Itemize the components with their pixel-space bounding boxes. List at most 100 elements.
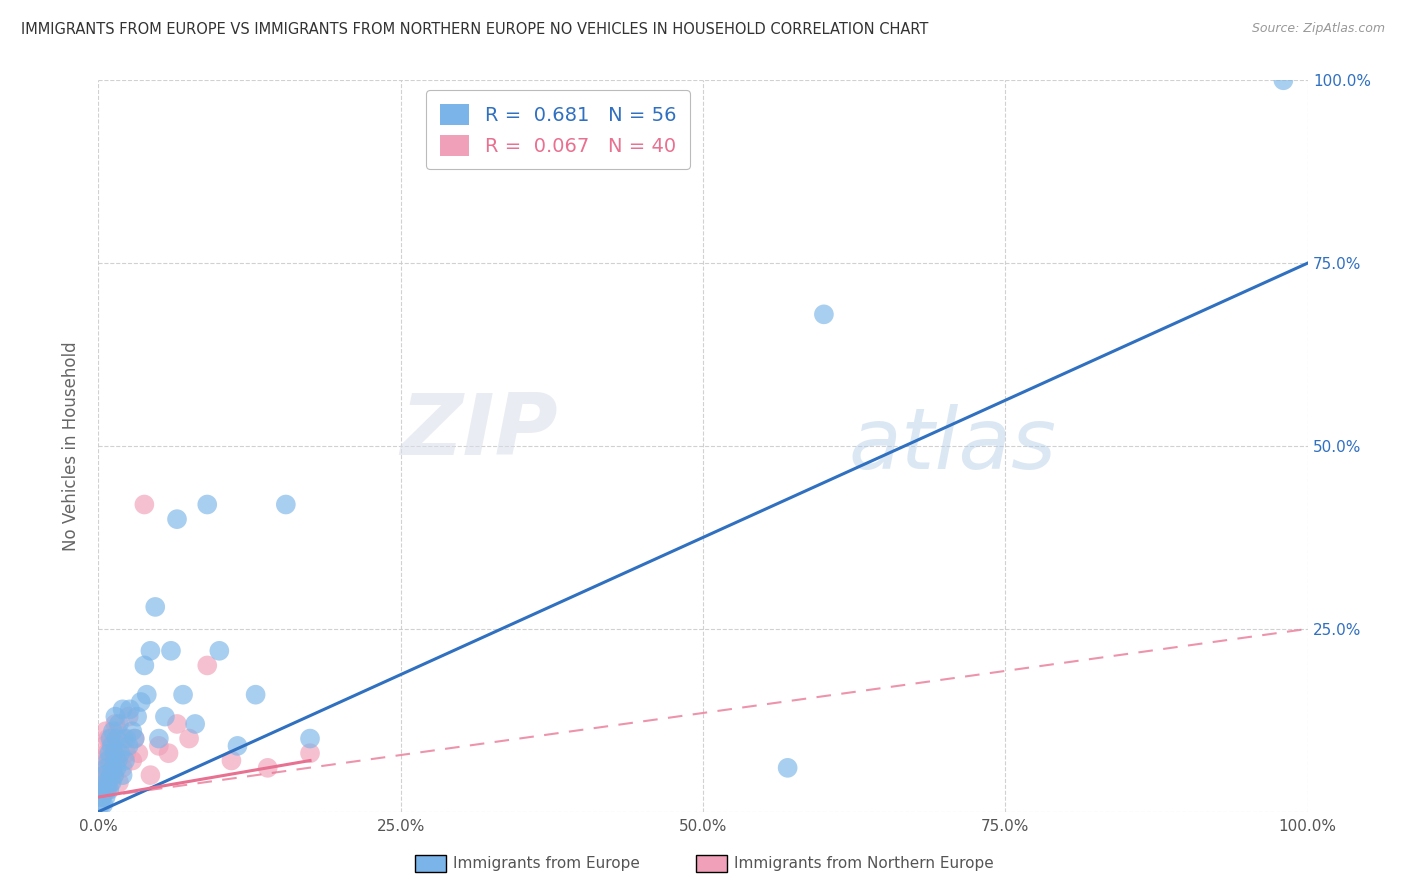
Point (157, 746, 180, 760)
Point (100, 775, 122, 789)
Point (299, 731, 322, 746)
Point (115, 731, 138, 746)
Point (91, 790, 114, 805)
Point (776, 761, 799, 775)
Point (97, 731, 120, 746)
Point (274, 498, 297, 512)
Point (94, 790, 117, 805)
Point (101, 724, 124, 739)
Point (96, 782, 118, 797)
Text: atlas: atlas (848, 404, 1056, 488)
Point (101, 746, 124, 760)
Point (97, 775, 120, 789)
Point (100, 761, 122, 775)
Point (98, 746, 121, 760)
Point (115, 746, 138, 760)
Point (148, 731, 170, 746)
Point (103, 768, 125, 782)
Point (108, 717, 131, 731)
Point (91, 782, 114, 797)
Y-axis label: No Vehicles in Household: No Vehicles in Household (62, 341, 80, 551)
Point (96, 761, 118, 775)
Point (127, 746, 149, 760)
Point (160, 644, 183, 658)
Point (813, 307, 835, 321)
Point (96, 782, 118, 797)
Point (98, 782, 121, 797)
Point (111, 768, 134, 782)
Point (100, 731, 122, 746)
Point (195, 498, 218, 512)
Point (112, 731, 135, 746)
Point (93, 768, 115, 782)
Text: Source: ZipAtlas.com: Source: ZipAtlas.com (1251, 22, 1385, 36)
Point (148, 739, 170, 753)
Point (134, 658, 156, 673)
Point (1272, 73, 1295, 87)
Point (94, 724, 117, 739)
Point (96, 746, 118, 760)
Point (93, 782, 115, 797)
Point (97, 768, 120, 782)
Point (124, 731, 146, 746)
Point (166, 512, 188, 526)
Point (226, 739, 249, 753)
Point (103, 746, 125, 760)
Point (135, 688, 157, 702)
Point (139, 644, 162, 658)
Point (101, 761, 124, 775)
Text: IMMIGRANTS FROM EUROPE VS IMMIGRANTS FROM NORTHERN EUROPE NO VEHICLES IN HOUSEHO: IMMIGRANTS FROM EUROPE VS IMMIGRANTS FRO… (21, 22, 928, 37)
Point (166, 717, 188, 731)
Point (90, 797, 112, 812)
Point (91, 775, 114, 789)
Text: ZIP: ZIP (401, 390, 558, 473)
Point (98, 754, 121, 768)
Point (108, 746, 131, 760)
Point (118, 739, 141, 753)
Point (100, 739, 122, 753)
Point (104, 709, 127, 723)
Point (105, 731, 128, 746)
Point (143, 599, 166, 614)
Point (179, 731, 201, 746)
Legend: R =  0.681   N = 56, R =  0.067   N = 40: R = 0.681 N = 56, R = 0.067 N = 40 (426, 90, 689, 169)
Point (172, 688, 194, 702)
Point (97, 754, 120, 768)
Point (153, 709, 176, 723)
Point (195, 658, 218, 673)
Point (93, 739, 115, 753)
Point (105, 761, 128, 775)
Point (107, 754, 129, 768)
Point (108, 775, 131, 789)
Point (184, 717, 207, 731)
Point (91, 754, 114, 768)
Point (127, 709, 149, 723)
Point (111, 761, 134, 775)
Point (111, 702, 134, 716)
Point (124, 731, 146, 746)
Point (94, 775, 117, 789)
Point (134, 498, 156, 512)
Point (93, 768, 115, 782)
Text: Immigrants from Europe: Immigrants from Europe (453, 856, 640, 871)
Point (299, 746, 322, 760)
Point (121, 724, 143, 739)
Point (91, 797, 114, 812)
Point (108, 739, 131, 753)
Point (100, 739, 122, 753)
Point (104, 717, 127, 731)
Point (245, 688, 267, 702)
Point (208, 644, 231, 658)
Point (90, 790, 112, 805)
Point (100, 768, 122, 782)
Text: Immigrants from Northern Europe: Immigrants from Northern Europe (734, 856, 994, 871)
Point (256, 761, 278, 775)
Point (121, 754, 143, 768)
Point (129, 695, 152, 709)
Point (103, 768, 125, 782)
Point (105, 754, 128, 768)
Point (100, 775, 122, 789)
Point (221, 754, 243, 768)
Point (107, 724, 129, 739)
Point (139, 768, 162, 782)
